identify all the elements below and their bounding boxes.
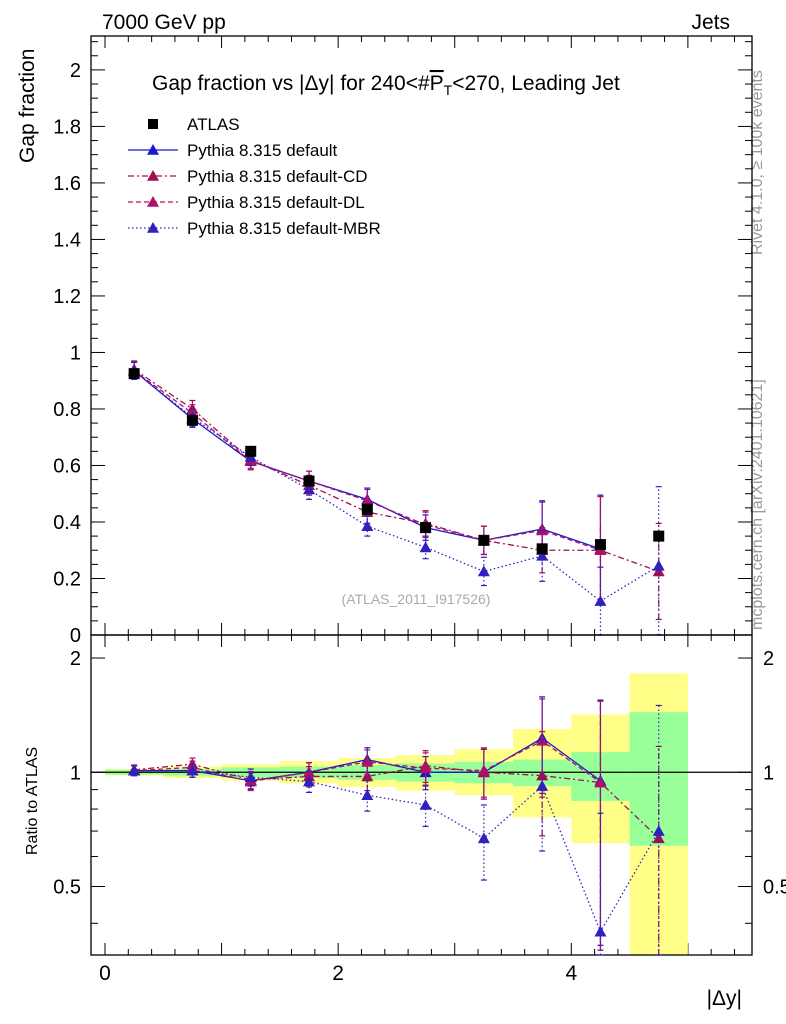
series-line-mbr xyxy=(133,370,660,602)
marker-mbr xyxy=(477,832,490,844)
marker-mbr xyxy=(477,565,490,577)
main-title: Gap fraction vs |Δy| for 240<#PT<270, Le… xyxy=(152,72,620,98)
marker-mbr xyxy=(419,798,432,810)
ratio-plot: 0 2 4 0.5 0.5 1 1 2 2 xyxy=(53,634,786,985)
ratio-y-tick-label: 1 xyxy=(70,762,81,784)
legend-marker-cd xyxy=(147,170,159,181)
series-line-dl xyxy=(133,370,601,551)
marker-mbr xyxy=(594,925,607,937)
ratio-y-tick-label: 0.5 xyxy=(53,877,81,899)
marker-mbr xyxy=(361,520,374,532)
legend-label-dl: Pythia 8.315 default-DL xyxy=(187,193,365,212)
analysis-watermark: (ATLAS_2011_I917526) xyxy=(342,591,491,607)
title-pbar: P xyxy=(430,72,444,95)
legend-marker-mbr xyxy=(147,222,159,233)
legend-label-data: ATLAS xyxy=(187,115,240,134)
y-tick-label: 2 xyxy=(70,60,81,82)
y-tick-label: 1.6 xyxy=(53,173,81,195)
marker-mbr xyxy=(652,825,665,836)
ratio-xlabel: |Δy| xyxy=(707,987,742,1010)
title-suffix: <270, Leading Jet xyxy=(452,72,620,95)
marker-mbr xyxy=(303,483,316,495)
series-line-cd xyxy=(133,368,659,573)
data-point xyxy=(420,522,432,534)
marker-mbr xyxy=(652,559,665,571)
y-tick-label: 1.8 xyxy=(53,116,81,138)
x-tick-label: 2 xyxy=(332,962,344,985)
marker-mbr xyxy=(536,549,549,561)
marker-mbr xyxy=(361,789,374,801)
legend-marker-dl xyxy=(147,196,159,207)
data-point xyxy=(186,414,198,426)
marker-mbr xyxy=(419,541,432,553)
rivet-note: Rivet 4.1.0, ≥ 100k events xyxy=(749,70,766,255)
marker-mbr xyxy=(186,764,199,776)
legend-marker-data xyxy=(148,119,158,129)
marker-dl xyxy=(361,755,374,767)
legend-marker-default xyxy=(147,144,159,155)
energy-label: 7000 GeV pp xyxy=(102,11,226,34)
marker-mbr xyxy=(128,764,141,776)
y-tick-label: 0.8 xyxy=(53,399,81,421)
title-sub: T xyxy=(444,82,453,98)
legend: ATLAS Pythia 8.315 default Pythia 8.315 de… xyxy=(128,115,381,238)
y-tick-label: 1 xyxy=(70,342,81,364)
mcplots-note: mcplots.cern.ch [arXiv:2401.10621] xyxy=(749,379,766,630)
ratio-y-tick-label: 2 xyxy=(70,648,81,670)
marker-dl xyxy=(419,762,432,774)
ratio-y-tick-label-right: 2 xyxy=(763,648,774,670)
legend-label-cd: Pythia 8.315 default-CD xyxy=(187,167,368,186)
title-prefix: Gap fraction vs |Δy| for 240<# xyxy=(152,72,430,95)
marker-cd xyxy=(361,770,374,782)
y-tick-label: 0.2 xyxy=(53,568,81,590)
main-ylabel: Gap fraction xyxy=(16,49,39,163)
data-point xyxy=(361,503,373,515)
y-tick-label: 0.4 xyxy=(53,512,81,534)
marker-dl xyxy=(361,494,374,506)
x-tick-label: 4 xyxy=(565,962,577,985)
data-point xyxy=(478,534,490,546)
main-plot: 0 0.2 0.4 0.6 0.8 1 1.2 1.4 1.6 1.8 2 xyxy=(53,35,753,955)
series-line-mbr xyxy=(134,769,660,934)
process-label: Jets xyxy=(691,11,730,34)
data-point xyxy=(594,539,606,551)
ratio-frame xyxy=(90,634,753,956)
ratio-ylabel: Ratio to ATLAS xyxy=(24,747,41,855)
x-tick-label: 0 xyxy=(99,962,111,985)
data-point xyxy=(245,445,257,457)
ratio-y-tick-label-right: 1 xyxy=(763,762,774,784)
legend-label-mbr: Pythia 8.315 default-MBR xyxy=(187,219,381,238)
y-tick-label: 0 xyxy=(70,625,81,647)
data-point xyxy=(128,368,140,380)
data-point xyxy=(653,530,665,542)
marker-dl xyxy=(536,734,549,746)
ratio-y-tick-label-right: 0.5 xyxy=(763,877,786,899)
marker-mbr xyxy=(536,780,549,791)
marker-mbr xyxy=(594,595,607,606)
y-tick-label: 1.4 xyxy=(53,229,81,251)
marker-mbr xyxy=(244,771,257,783)
y-tick-label: 1.2 xyxy=(53,286,81,308)
y-tick-label: 0.6 xyxy=(53,455,81,477)
data-point xyxy=(536,543,548,555)
marker-dl xyxy=(477,764,490,776)
data-point xyxy=(303,475,315,487)
marker-dl xyxy=(594,776,607,788)
legend-label-default: Pythia 8.315 default xyxy=(187,141,338,160)
marker-mbr xyxy=(303,775,316,787)
series-line-cd xyxy=(134,763,660,839)
